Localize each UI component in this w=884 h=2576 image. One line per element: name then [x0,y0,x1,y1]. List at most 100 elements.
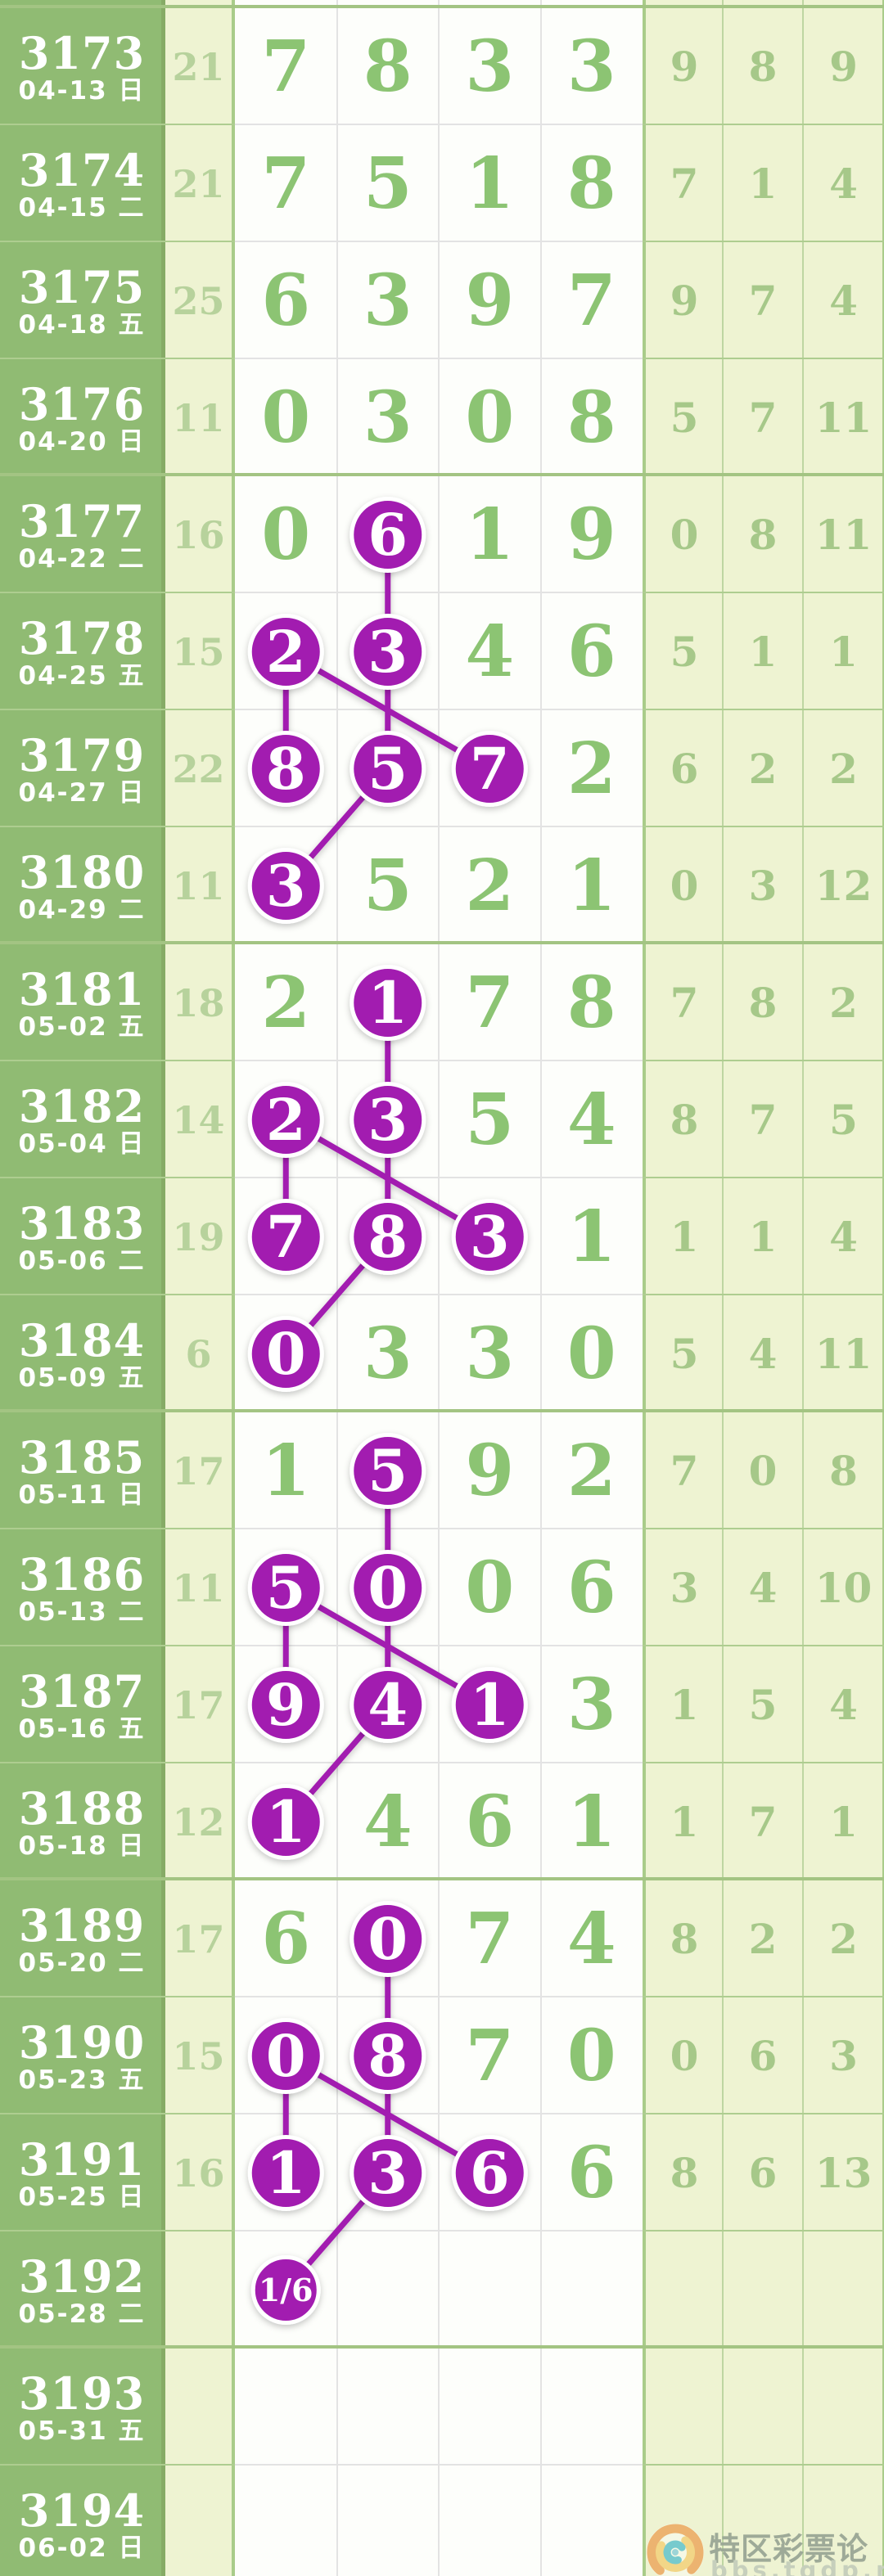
period-label: 3193 [18,2367,146,2420]
date-label: 05-11 日 [18,1479,146,1510]
stat-value: 7 [748,277,778,325]
count-value: 6 [185,1331,212,1376]
label-column-border [161,0,165,2576]
stat-value: 7 [748,1096,778,1144]
digit-value: 2 [566,1430,616,1512]
swirl-logo-icon [647,2524,704,2576]
digit-value: 3 [363,376,413,459]
digit-value: 9 [465,259,515,342]
row-separator [0,2230,235,2231]
stat-value: 7 [748,1798,778,1846]
count-value: 15 [172,2033,225,2078]
row-separator [643,1645,884,1646]
date-label: 05-18 日 [18,1831,146,1861]
count-column-bg [165,0,232,2576]
stat-value: 4 [829,277,858,325]
stat-value: 4 [829,1681,858,1729]
row-separator [643,1528,884,1529]
digit-value: 3 [363,1313,413,1395]
extra-area-border [643,0,646,2576]
stat-value: 5 [670,394,699,442]
stat-value: 2 [829,1915,858,1963]
date-label: 06-02 日 [18,2533,146,2563]
stat-value: 7 [748,394,778,442]
group-separator [0,1877,884,1880]
site-name: 特区彩票论坛 [709,2531,869,2567]
stat-value: 9 [829,43,858,91]
stat-value: 2 [829,745,858,793]
count-value: 22 [172,746,225,791]
row-separator [0,358,235,359]
count-value: 16 [172,512,225,557]
row-separator [0,124,235,125]
digit-value: 0 [465,376,515,459]
row-separator [235,124,643,125]
digit-separator [438,0,440,2576]
stat-value: 9 [670,43,699,91]
stat-value: 11 [814,1330,873,1378]
stat-value: 2 [829,979,858,1027]
digit-value: 7 [261,142,311,225]
period-label: 3179 [18,729,146,781]
row-separator [643,709,884,710]
date-label: 05-23 五 [18,2065,146,2095]
stat-value: 12 [814,862,873,910]
group-separator [0,1409,884,1412]
extra-separator [722,0,724,2576]
period-label: 3187 [18,1665,146,1718]
digit-value: 9 [465,1430,515,1512]
digit-value: 7 [465,2015,515,2097]
stat-value: 8 [748,511,778,559]
digit-value: 7 [465,961,515,1044]
row-separator [235,2230,643,2231]
count-value: 17 [172,1916,225,1961]
stat-value: 2 [748,745,778,793]
row-separator [235,592,643,593]
right-edge-border [882,0,884,2576]
row-separator [643,826,884,827]
digit-value: 3 [566,25,616,108]
count-value: 11 [172,1565,225,1610]
stat-value: 2 [748,1915,778,1963]
digit-value: 8 [566,961,616,1044]
row-separator [235,1996,643,1997]
period-label: 3189 [18,1899,146,1952]
stat-value: 3 [670,1564,699,1612]
row-separator [235,1294,643,1295]
date-label: 04-29 二 [18,894,146,925]
row-separator [0,709,235,710]
stat-value: 5 [670,628,699,676]
count-value: 18 [172,980,225,1025]
count-value: 12 [172,1799,225,1844]
stat-value: 9 [670,277,699,325]
row-separator [235,1060,643,1061]
row-separator [0,1177,235,1178]
row-separator [235,241,643,242]
count-value: 14 [172,1097,225,1142]
period-label: 3192 [18,2250,146,2303]
digit-value: 9 [566,493,616,576]
row-separator [0,1060,235,1061]
row-separator [643,1996,884,1997]
digit-value: 1 [566,844,616,927]
row-separator [0,592,235,593]
period-label: 3184 [18,1314,146,1367]
stat-value: 1 [748,160,778,208]
row-separator [643,241,884,242]
date-label: 05-16 五 [18,1714,146,1744]
group-separator [0,473,884,476]
digit-value: 1 [566,1781,616,1863]
stat-value: 6 [670,745,699,793]
stat-value: 4 [748,1564,778,1612]
period-label: 3178 [18,612,146,664]
row-separator [643,1177,884,1178]
group-separator [0,5,884,8]
count-value: 11 [172,395,225,440]
digit-value: 3 [465,25,515,108]
date-label: 04-27 日 [18,777,146,808]
count-value: 17 [172,1448,225,1493]
row-separator [235,1528,643,1529]
digit-value: 8 [566,142,616,225]
stat-value: 11 [814,394,873,442]
count-value: 25 [172,278,225,323]
